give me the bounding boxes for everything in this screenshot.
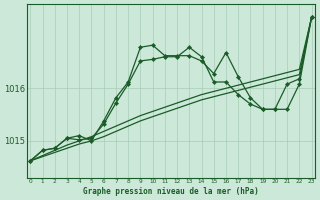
X-axis label: Graphe pression niveau de la mer (hPa): Graphe pression niveau de la mer (hPa) (83, 187, 259, 196)
